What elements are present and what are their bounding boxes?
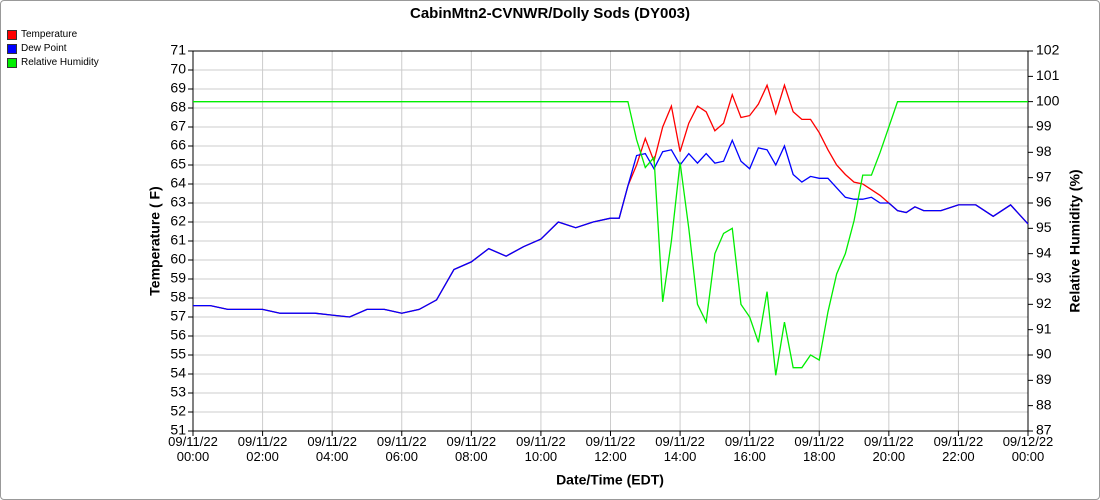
legend-swatch — [7, 29, 17, 40]
y-tick-label: 63 — [170, 194, 186, 210]
y2-tick-label: 96 — [1036, 194, 1052, 210]
y-tick-label: 62 — [170, 213, 186, 229]
y2-tick-label: 91 — [1036, 320, 1052, 336]
y2-tick-label: 89 — [1036, 371, 1052, 387]
y-tick-label: 71 — [170, 42, 186, 58]
legend-swatch — [7, 43, 17, 54]
y-axis-label: Temperature ( F) — [147, 186, 163, 295]
legend-item: Temperature — [7, 29, 77, 40]
legend-label: Relative Humidity — [21, 57, 99, 68]
series-line — [193, 101, 1028, 376]
x-tick-label: 09/11/22 18:00 — [794, 434, 845, 464]
y-tick-label: 70 — [170, 61, 186, 77]
y-tick-label: 66 — [170, 137, 186, 153]
x-tick-label: 09/11/22 14:00 — [655, 434, 705, 464]
x-tick-label: 09/11/22 20:00 — [864, 434, 914, 464]
x-tick-label: 09/11/22 00:00 — [168, 434, 218, 464]
y2-axis-label: Relative Humidity (%) — [1067, 169, 1083, 312]
x-tick-label: 09/11/22 08:00 — [446, 434, 497, 464]
x-tick-label: 09/11/22 02:00 — [237, 434, 288, 464]
y-tick-label: 60 — [170, 251, 186, 267]
x-tick-label: 09/11/22 22:00 — [933, 434, 984, 464]
y-tick-label: 52 — [170, 403, 186, 419]
y-tick-label: 59 — [170, 270, 186, 286]
x-tick-label: 09/11/22 12:00 — [585, 434, 636, 464]
y-tick-label: 55 — [170, 346, 186, 362]
x-tick-label: 09/11/22 10:00 — [516, 434, 566, 464]
legend-item: Relative Humidity — [7, 57, 99, 68]
y2-tick-label: 94 — [1036, 244, 1052, 260]
legend-label: Temperature — [21, 29, 78, 40]
x-tick-label: 09/12/22 00:00 — [1002, 434, 1054, 464]
y-tick-label: 69 — [170, 80, 186, 96]
y-tick-label: 58 — [170, 289, 186, 305]
legend-swatch — [7, 57, 17, 68]
y-tick-label: 64 — [170, 175, 186, 191]
y2-tick-label: 102 — [1036, 42, 1060, 58]
y-tick-label: 51 — [170, 422, 186, 438]
series-line — [193, 138, 1029, 318]
y2-tick-label: 98 — [1036, 143, 1052, 159]
y-tick-label: 67 — [170, 118, 186, 134]
y2-tick-label: 88 — [1036, 396, 1052, 412]
x-tick-label: 09/11/22 04:00 — [307, 434, 357, 464]
y-tick-label: 54 — [170, 365, 186, 381]
y2-tick-label: 101 — [1036, 67, 1060, 83]
plot-frame — [192, 50, 1029, 432]
y2-tick-label: 99 — [1036, 118, 1052, 134]
y2-tick-label: 93 — [1036, 270, 1052, 286]
y2-tick-label: 95 — [1036, 219, 1052, 235]
y-tick-label: 56 — [170, 327, 186, 343]
y2-tick-label: 92 — [1036, 295, 1052, 311]
y-tick-label: 53 — [170, 384, 186, 400]
y-tick-label: 65 — [170, 156, 186, 172]
x-tick-label: 09/11/22 06:00 — [376, 434, 427, 464]
y-tick-label: 57 — [170, 308, 186, 324]
y2-tick-label: 97 — [1036, 168, 1052, 184]
x-tick-label: 09/11/22 16:00 — [724, 434, 775, 464]
chart-title: CabinMtn2-CVNWR/Dolly Sods (DY003) — [410, 5, 690, 22]
x-axis-label: Date/Time (EDT) — [556, 472, 664, 488]
y2-tick-label: 87 — [1036, 422, 1052, 438]
y2-tick-label: 100 — [1036, 92, 1060, 108]
legend-label: Dew Point — [21, 43, 67, 54]
legend-item: Dew Point — [7, 43, 67, 54]
y-tick-label: 61 — [170, 232, 186, 248]
y-tick-label: 68 — [170, 99, 186, 115]
y2-tick-label: 90 — [1036, 346, 1052, 362]
